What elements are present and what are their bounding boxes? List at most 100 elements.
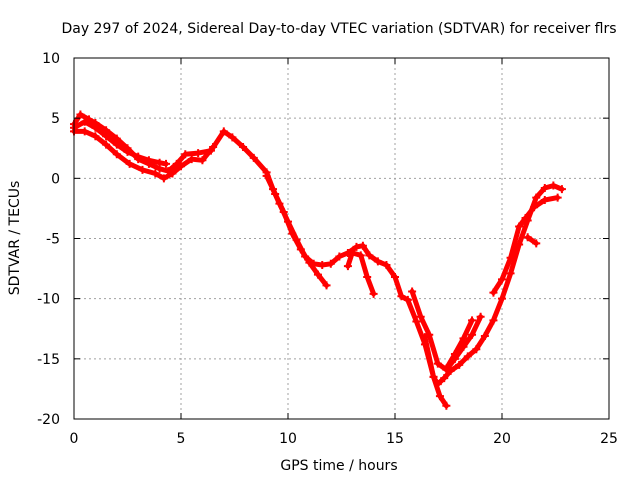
data-point — [322, 281, 331, 290]
data-point — [112, 150, 121, 159]
y-tick-label: -10 — [37, 292, 60, 308]
data-point — [155, 158, 164, 167]
data-point — [391, 273, 399, 282]
data-point — [403, 295, 412, 304]
data-point — [521, 214, 530, 223]
data-point — [125, 159, 134, 168]
data-point — [450, 350, 459, 359]
data-point — [335, 252, 344, 261]
data-point — [296, 245, 305, 254]
data-point — [102, 140, 111, 149]
series-track-short — [523, 233, 541, 248]
series-track-late — [489, 193, 562, 297]
data-point — [76, 110, 85, 119]
data-point — [177, 162, 185, 171]
data-point — [515, 222, 524, 231]
data-point — [194, 149, 203, 158]
y-tick-label: 10 — [42, 51, 60, 67]
series-line — [490, 195, 561, 296]
data-point — [326, 259, 335, 268]
series-track-midday-low — [262, 171, 331, 290]
y-tick-label: -15 — [37, 352, 60, 368]
data-point — [498, 275, 506, 284]
data-point — [209, 143, 218, 152]
data-point — [532, 239, 541, 248]
data-point — [102, 132, 111, 141]
data-point — [498, 294, 506, 303]
data-point — [318, 260, 327, 269]
series-track-hump — [343, 248, 378, 298]
data-point — [144, 156, 153, 165]
data-point — [435, 392, 444, 401]
data-point — [112, 140, 121, 149]
data-point — [279, 208, 288, 217]
data-point — [382, 260, 391, 269]
data-point — [476, 312, 485, 321]
data-point — [271, 189, 280, 198]
x-tick-label: 0 — [70, 431, 79, 447]
data-point — [138, 165, 147, 174]
series-line — [71, 128, 216, 181]
x-tick-label: 25 — [600, 431, 618, 447]
data-point — [420, 333, 429, 342]
series-line — [71, 119, 169, 167]
data-point — [348, 248, 357, 257]
data-point — [463, 352, 472, 361]
data-point — [489, 288, 498, 297]
series-line — [264, 173, 329, 288]
data-point — [91, 132, 100, 141]
series-line — [525, 234, 539, 246]
data-point — [442, 401, 451, 410]
data-point — [313, 270, 322, 279]
ticks: 0 5 10 15 20 25 -20 -15 -10 -5 0 5 10 — [37, 51, 618, 447]
data-point — [506, 269, 515, 278]
data-point — [365, 251, 374, 260]
data-point — [219, 127, 228, 136]
x-tick-label: 15 — [386, 431, 404, 447]
data-point — [540, 195, 549, 204]
data-point — [228, 133, 237, 142]
data-point — [288, 229, 297, 238]
y-tick-label: -5 — [46, 232, 60, 248]
data-point — [134, 152, 143, 161]
data-point — [455, 360, 464, 369]
data-point — [80, 127, 89, 136]
data-point — [172, 159, 181, 168]
data-point — [352, 242, 361, 251]
data-point — [343, 262, 352, 271]
data-point — [181, 150, 190, 159]
data-point — [440, 374, 449, 383]
data-point — [442, 364, 451, 373]
data-point — [239, 143, 248, 152]
y-axis-label: SDTVAR / TECUs — [7, 181, 23, 296]
data-point — [468, 316, 477, 325]
x-axis-label: GPS time / hours — [280, 458, 397, 474]
data-point — [162, 159, 171, 168]
data-point — [262, 171, 271, 180]
data-point — [187, 155, 196, 164]
y-tick-label: 0 — [51, 171, 60, 187]
data-point — [416, 312, 425, 321]
data-point — [159, 174, 168, 183]
data-point — [397, 292, 406, 301]
data-point — [429, 372, 438, 381]
data-point — [540, 183, 549, 192]
data-point — [408, 287, 417, 296]
data-point — [425, 330, 434, 339]
series-track-evening-low — [420, 333, 451, 410]
data-point — [356, 251, 365, 260]
data-point — [506, 253, 515, 262]
data-point — [459, 334, 468, 343]
data-point — [412, 317, 421, 326]
data-point — [151, 169, 160, 178]
data-point — [468, 330, 477, 339]
data-point — [549, 181, 558, 190]
data-point — [433, 359, 442, 368]
chart-title: Day 297 of 2024, Sidereal Day-to-day VTE… — [61, 21, 616, 37]
data-point — [369, 289, 378, 298]
data-point — [80, 117, 89, 126]
data-point — [530, 203, 539, 212]
y-tick-label: 5 — [51, 111, 60, 127]
